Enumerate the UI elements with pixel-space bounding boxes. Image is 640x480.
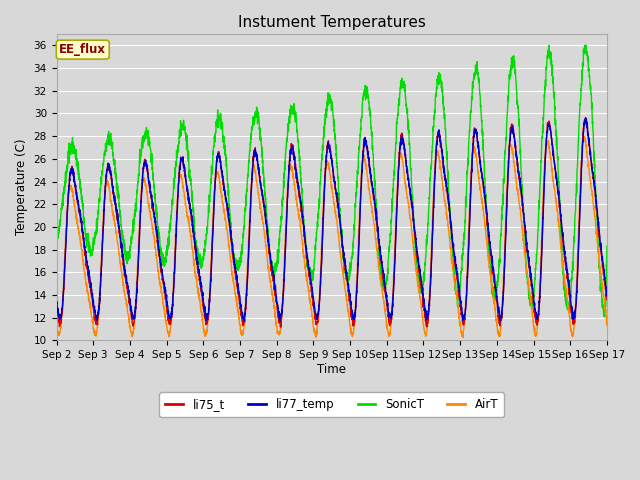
li75_t	[593, 207, 600, 213]
li77_temp	[276, 319, 284, 324]
li75_t	[52, 305, 60, 311]
li77_temp	[148, 195, 156, 201]
SonicT	[603, 243, 611, 249]
AirT	[580, 133, 588, 139]
li75_t	[148, 202, 156, 207]
li77_temp	[288, 147, 296, 153]
Line: li75_t: li75_t	[56, 118, 607, 327]
AirT	[460, 335, 467, 340]
AirT	[115, 251, 123, 257]
li75_t	[115, 230, 123, 236]
SonicT	[600, 314, 608, 320]
SonicT	[545, 42, 552, 48]
li75_t	[288, 144, 296, 150]
SonicT	[115, 201, 123, 207]
li75_t	[603, 296, 611, 302]
Title: Instument Temperatures: Instument Temperatures	[238, 15, 426, 30]
AirT	[603, 323, 611, 328]
li77_temp	[264, 233, 271, 239]
li77_temp	[533, 316, 541, 322]
li75_t	[533, 320, 541, 326]
AirT	[264, 258, 271, 264]
Text: EE_flux: EE_flux	[60, 43, 106, 56]
Line: li77_temp: li77_temp	[56, 118, 607, 322]
AirT	[593, 228, 600, 234]
li75_t	[582, 115, 589, 120]
AirT	[533, 328, 541, 334]
li77_temp	[115, 227, 123, 233]
X-axis label: Time: Time	[317, 363, 346, 376]
AirT	[52, 323, 60, 328]
li75_t	[276, 324, 284, 330]
li77_temp	[582, 115, 589, 121]
Line: SonicT: SonicT	[56, 45, 607, 317]
SonicT	[593, 203, 600, 209]
Y-axis label: Temperature (C): Temperature (C)	[15, 139, 28, 236]
SonicT	[52, 214, 60, 219]
li77_temp	[52, 298, 60, 303]
li77_temp	[603, 293, 611, 299]
Line: AirT: AirT	[56, 136, 607, 337]
SonicT	[148, 151, 156, 156]
SonicT	[533, 250, 541, 255]
AirT	[148, 222, 156, 228]
SonicT	[287, 109, 295, 115]
Legend: li75_t, li77_temp, SonicT, AirT: li75_t, li77_temp, SonicT, AirT	[159, 392, 504, 417]
li75_t	[264, 236, 271, 242]
SonicT	[264, 220, 271, 226]
li77_temp	[593, 199, 600, 204]
AirT	[287, 163, 295, 169]
